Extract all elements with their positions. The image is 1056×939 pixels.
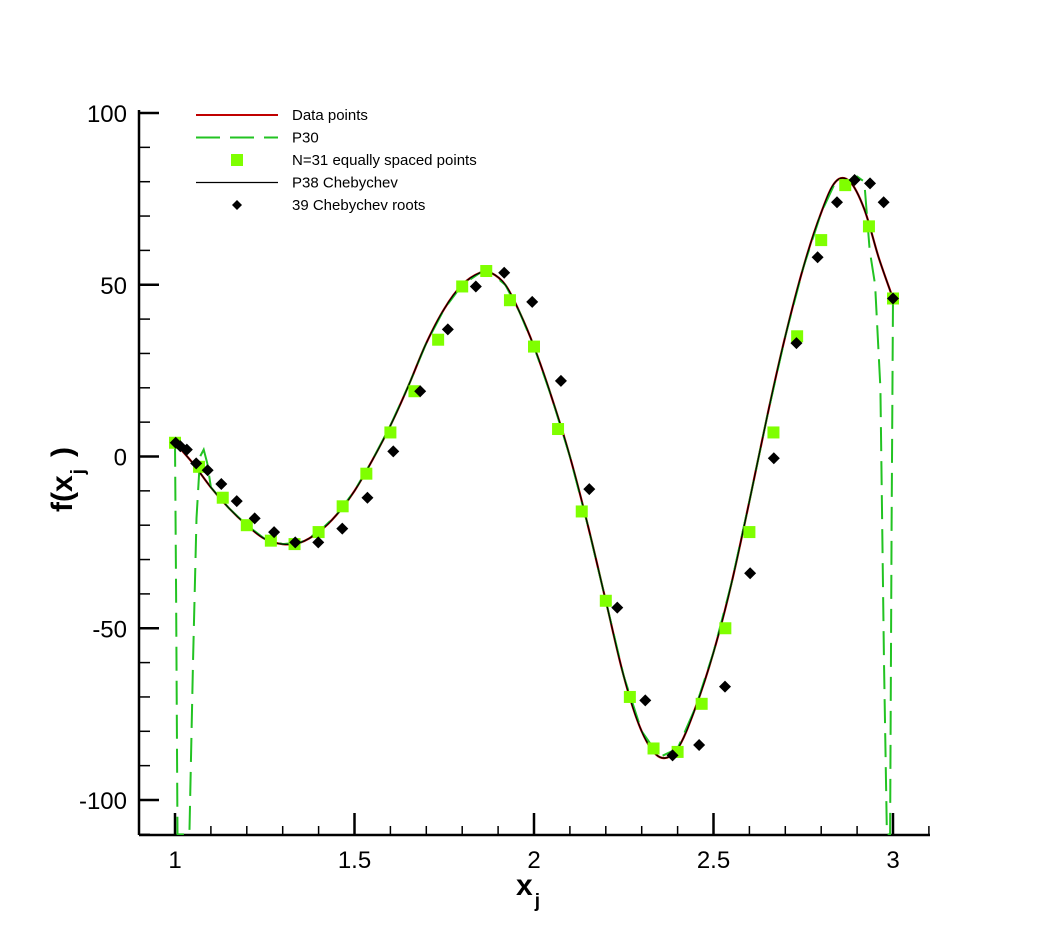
equally-spaced-point xyxy=(623,690,636,703)
y-tick-label: -100 xyxy=(79,788,127,815)
chebychev-root-point xyxy=(583,483,596,496)
chebychev-root-point xyxy=(190,457,203,470)
x-tick-label: 3 xyxy=(886,847,899,874)
chebychev-root-point xyxy=(215,477,228,490)
y-tick-label: 100 xyxy=(87,101,127,128)
equally-spaced-point xyxy=(384,426,397,439)
y-tick-label: 0 xyxy=(114,445,127,472)
chebychev-root-point xyxy=(666,749,679,762)
x-tick-label: 1.5 xyxy=(338,847,371,874)
legend-label: 39 Chebychev roots xyxy=(292,197,425,214)
chebychev-root-point xyxy=(469,280,482,293)
chebychev-root-point xyxy=(790,337,803,350)
equally-spaced-point xyxy=(336,500,349,513)
equally-spaced-point xyxy=(503,294,516,307)
equally-spaced-point xyxy=(552,423,565,436)
legend-item: 39 Chebychev roots xyxy=(232,197,425,214)
equally-spaced-point xyxy=(360,467,373,480)
chebychev-root-point xyxy=(230,495,243,508)
chebychev-root-point xyxy=(289,536,302,549)
equally-spaced-point xyxy=(432,333,445,346)
y-axis-title: f(xj) xyxy=(46,447,89,512)
equally-spaced-point xyxy=(575,505,588,518)
legend-label: P38 Chebychev xyxy=(292,175,398,192)
chebychev-root-point xyxy=(248,512,261,525)
chebychev-root-point xyxy=(887,292,899,305)
chebychev-root-point xyxy=(744,567,757,580)
equally-spaced-point xyxy=(862,220,875,233)
series-layer xyxy=(174,175,895,835)
legend-label: N=31 equally spaced points xyxy=(292,152,477,169)
equally-spaced-point xyxy=(767,426,780,439)
equally-spaced-point xyxy=(240,519,253,532)
chebychev-root-point xyxy=(498,266,511,279)
chebychev-root-point xyxy=(526,295,539,308)
chebychev-root-point xyxy=(718,680,731,693)
chebychev-root-point xyxy=(201,464,214,477)
equally-spaced-point xyxy=(528,340,540,353)
equally-spaced-point xyxy=(480,265,493,278)
chebychev-root-point xyxy=(611,601,624,614)
axes: 1 1.5 2 2.5 3 -100 -50 0 50 100 xyxy=(79,101,930,874)
x-tick-label: 1 xyxy=(168,847,181,874)
chebychev-root-point xyxy=(414,385,427,398)
legend-label: Data points xyxy=(292,107,368,124)
chebychev-root-point xyxy=(693,739,706,752)
legend-label: P30 xyxy=(292,130,319,147)
chebychev-root-point xyxy=(639,694,652,707)
chebychev-root-point xyxy=(877,196,890,209)
legend-swatch-diamond xyxy=(232,200,242,210)
chebychev-root-point xyxy=(830,196,843,209)
x-tick-label: 2.5 xyxy=(697,847,730,874)
chebychev-root-point xyxy=(361,491,374,504)
equally-spaced-point xyxy=(743,526,756,539)
legend: Data points P30 N=31 equally spaced points… xyxy=(196,107,477,214)
legend-item: N=31 equally spaced points xyxy=(231,152,477,169)
x-tick-label: 2 xyxy=(527,847,540,874)
chebychev-root-point xyxy=(848,173,861,186)
chebychev-root-point xyxy=(554,374,567,387)
legend-item: P30 xyxy=(196,130,319,147)
series-line-p30 xyxy=(174,175,894,835)
equally-spaced-point xyxy=(647,742,660,755)
equally-spaced-point xyxy=(695,697,708,710)
legend-item: Data points xyxy=(196,107,368,124)
chebychev-root-point xyxy=(441,323,454,336)
chebychev-root-point xyxy=(864,177,877,190)
y-tick-label: 50 xyxy=(100,273,127,300)
legend-swatch-square xyxy=(231,154,243,166)
chebychev-root-point xyxy=(387,445,400,458)
equally-spaced-point xyxy=(719,622,732,635)
equally-spaced-point xyxy=(791,330,804,343)
equally-spaced-point xyxy=(599,594,612,607)
equally-spaced-point xyxy=(839,179,852,192)
y-tick-label: -50 xyxy=(92,616,127,643)
chebychev-root-point xyxy=(312,536,325,549)
equally-spaced-point xyxy=(312,526,325,539)
chebychev-root-point xyxy=(767,452,780,465)
chebychev-root-point xyxy=(811,251,824,264)
equally-spaced-point xyxy=(216,491,229,504)
equally-spaced-point xyxy=(815,234,828,247)
chebychev-root-point xyxy=(268,526,281,539)
equally-spaced-point xyxy=(456,280,469,293)
legend-item: P38 Chebychev xyxy=(196,175,398,192)
chebychev-root-point xyxy=(180,443,193,456)
marker-layer xyxy=(169,173,899,762)
series-line-p38-chebychev xyxy=(174,177,894,759)
series-line-data-points xyxy=(174,176,895,760)
chebychev-root-point xyxy=(336,522,349,535)
